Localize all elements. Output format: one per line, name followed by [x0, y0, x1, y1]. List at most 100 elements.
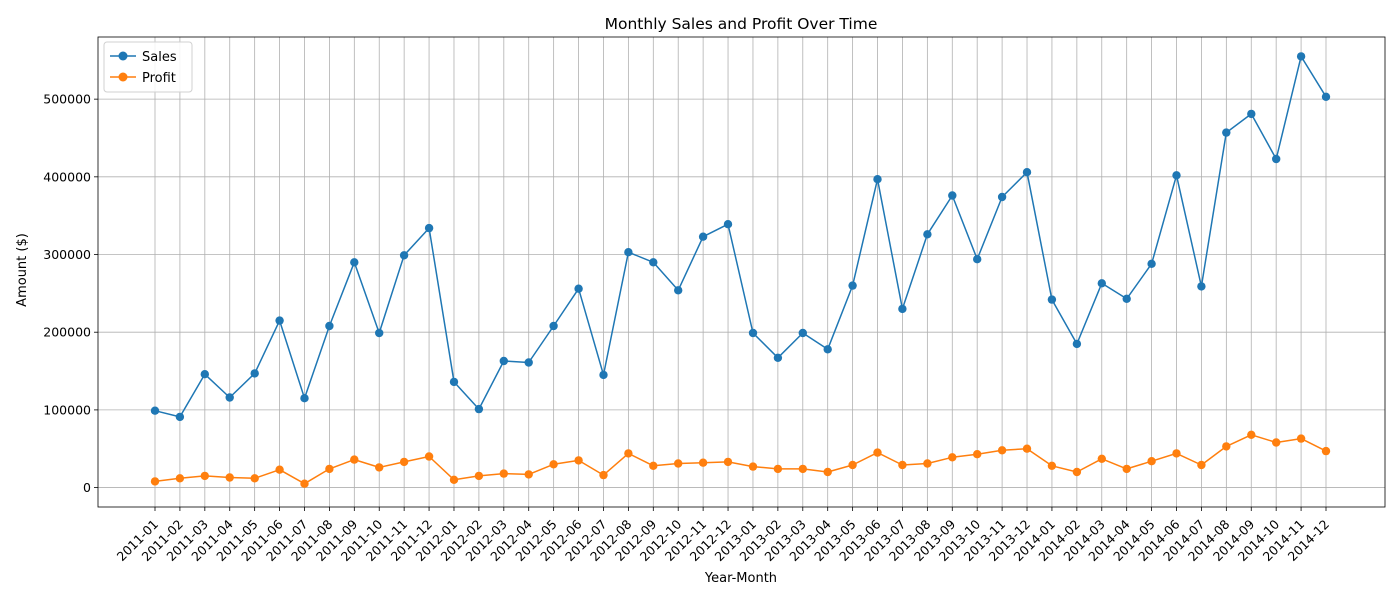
series-sales — [150, 52, 1331, 422]
profit-point — [873, 448, 882, 457]
sales-point — [1296, 52, 1306, 61]
profit-point — [1072, 467, 1082, 477]
profit-point — [923, 459, 932, 468]
sales-point — [848, 281, 857, 290]
profit-point — [1172, 449, 1181, 458]
legend-profit-label: Profit — [142, 71, 176, 86]
profit-point — [1147, 457, 1156, 466]
sales-point — [350, 258, 359, 267]
profit-point — [973, 450, 982, 459]
sales-point — [649, 258, 658, 267]
sales-point — [1172, 171, 1181, 180]
profit-point — [399, 457, 409, 467]
profit-point — [424, 452, 434, 461]
grid — [98, 37, 1385, 507]
y-tick-label: 400000 — [43, 169, 91, 184]
sales-point — [200, 370, 209, 379]
sales-point — [773, 353, 783, 362]
profit-point — [150, 477, 160, 486]
sales-point — [823, 345, 832, 354]
sales-point — [424, 223, 434, 233]
sales-line — [154, 55, 1327, 418]
sales-point — [175, 412, 185, 422]
sales-point — [1097, 279, 1107, 288]
sales-point — [375, 328, 384, 338]
sales-point — [1247, 109, 1256, 119]
sales-point — [275, 316, 284, 325]
profit-point — [1122, 464, 1131, 474]
profit-line — [154, 434, 1327, 485]
sales-point — [250, 369, 259, 378]
profit-point — [574, 456, 583, 465]
y-tick-label: 200000 — [43, 325, 91, 340]
profit-point — [300, 479, 309, 488]
profit-point — [1222, 442, 1231, 451]
profit-point — [748, 462, 758, 471]
profit-point — [773, 464, 783, 474]
sales-point — [499, 356, 508, 366]
y-tick-label: 0 — [83, 480, 91, 495]
sales-point — [748, 328, 758, 338]
sales-point — [1321, 92, 1331, 102]
sales-point — [923, 230, 932, 239]
profit-point — [350, 455, 359, 464]
y-tick-label: 300000 — [43, 247, 91, 262]
profit-point — [375, 463, 384, 472]
sales-point — [1122, 294, 1131, 303]
sales-point — [1022, 168, 1032, 177]
y-tick-label: 500000 — [43, 92, 91, 107]
sales-point — [574, 284, 583, 293]
series-profit — [150, 430, 1331, 488]
profit-point — [948, 453, 957, 462]
profit-point — [549, 460, 558, 469]
profit-point — [499, 469, 508, 478]
sales-point — [449, 377, 459, 387]
legend: Sales Profit — [103, 41, 193, 93]
profit-point — [1272, 438, 1281, 447]
legend-sales-label: Sales — [142, 50, 177, 65]
legend-profit-marker — [118, 72, 128, 82]
sales-point — [549, 321, 558, 331]
sales-point — [524, 358, 533, 367]
sales-point — [1147, 259, 1156, 268]
profit-point — [449, 475, 459, 484]
profit-point — [175, 474, 185, 483]
profit-point — [1197, 460, 1206, 470]
legend-sales-marker — [118, 51, 128, 61]
sales-point — [873, 175, 882, 184]
sales-point — [997, 192, 1007, 202]
axes — [94, 36, 1386, 511]
tick-labels: 2011-012011-022011-032011-042011-052011-… — [43, 92, 1332, 564]
profit-point — [599, 470, 608, 480]
sales-point — [898, 304, 907, 314]
profit-point — [474, 471, 484, 481]
profit-point — [200, 471, 209, 481]
sales-point — [624, 248, 633, 257]
profit-point — [275, 465, 284, 474]
profit-point — [1047, 461, 1057, 470]
profit-point — [1247, 430, 1256, 439]
profit-point — [848, 460, 857, 470]
profit-point — [1097, 454, 1107, 463]
profit-point — [649, 461, 658, 470]
sales-point — [300, 394, 309, 403]
sales-point — [399, 251, 409, 260]
y-axis-title: Amount ($) — [15, 233, 30, 307]
profit-point — [798, 464, 807, 474]
chart-title: Monthly Sales and Profit Over Time — [605, 15, 878, 33]
sales-point — [698, 232, 708, 241]
sales-point — [599, 370, 608, 380]
sales-point — [1272, 154, 1281, 164]
sales-point — [225, 393, 234, 402]
profit-point — [250, 474, 259, 483]
sales-point — [723, 220, 733, 229]
profit-point — [325, 464, 334, 474]
sales-point — [474, 404, 484, 414]
sales-point — [325, 321, 334, 331]
plot-frame — [97, 36, 1386, 508]
sales-point — [1197, 282, 1206, 291]
profit-point — [997, 446, 1007, 455]
profit-point — [624, 449, 633, 458]
profit-point — [225, 473, 234, 482]
